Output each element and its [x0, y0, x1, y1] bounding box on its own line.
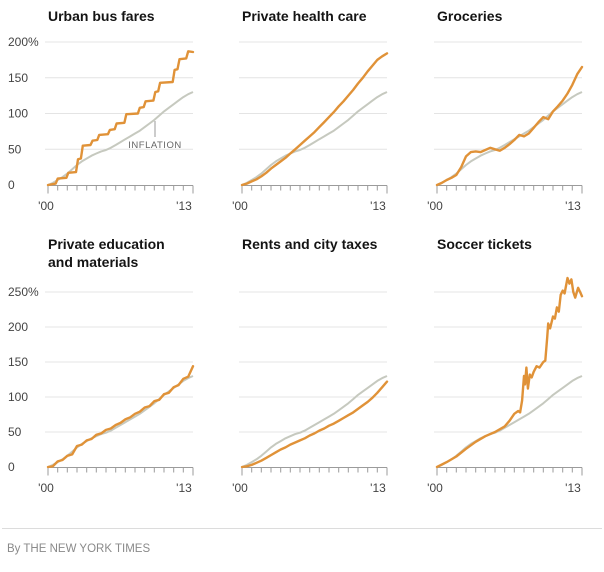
- category-line: [240, 380, 389, 469]
- footer-divider: [2, 528, 602, 529]
- chart-title-rents-city-taxes: Rents and city taxes: [242, 235, 377, 253]
- category-line: [240, 52, 389, 187]
- x-axis-label-end: '13: [565, 199, 581, 213]
- chart-title-line: Urban bus fares: [48, 8, 155, 24]
- chart-title-line: Rents and city taxes: [242, 236, 378, 252]
- y-axis-label: 200%: [8, 35, 39, 49]
- y-axis-label: 0: [8, 460, 15, 474]
- y-axis-label: 0: [8, 178, 15, 192]
- x-axis-label-start: '00: [232, 481, 248, 495]
- y-axis-label: 50: [8, 142, 22, 156]
- y-axis-label: 50: [8, 425, 22, 439]
- category-line: [46, 365, 195, 469]
- category-line: [435, 276, 584, 469]
- y-axis-label: 100: [8, 390, 28, 404]
- x-axis-label-end: '13: [370, 199, 386, 213]
- inflation-line: [47, 91, 194, 186]
- y-axis-label: 250%: [8, 285, 39, 299]
- chart-title-soccer-tickets: Soccer tickets: [437, 235, 532, 253]
- x-axis-label-start: '00: [38, 481, 54, 495]
- chart-title-groceries: Groceries: [437, 7, 502, 25]
- x-axis-label-start: '00: [232, 199, 248, 213]
- chart-title-private-education: Private education and materials: [48, 235, 165, 271]
- chart-title-line: Private health care: [242, 8, 367, 24]
- chart-title-private-health-care: Private health care: [242, 7, 367, 25]
- chart-title-line: Groceries: [437, 8, 503, 24]
- y-axis-label: 200: [8, 320, 28, 334]
- chart-title-urban-bus-fares: Urban bus fares: [48, 7, 155, 25]
- chart-title-line: Private education: [48, 236, 165, 252]
- y-axis-label: 150: [8, 355, 28, 369]
- x-axis-label-start: '00: [427, 199, 443, 213]
- x-axis-label-end: '13: [176, 481, 192, 495]
- category-line: [46, 50, 195, 187]
- x-axis-label-end: '13: [565, 481, 581, 495]
- inflation-line: [241, 91, 388, 186]
- chart-title-line: Soccer tickets: [437, 236, 532, 252]
- x-axis-label-start: '00: [38, 199, 54, 213]
- category-line: [435, 65, 584, 187]
- y-axis-label: 150: [8, 71, 28, 85]
- x-axis-label-end: '13: [176, 199, 192, 213]
- y-axis-label: 100: [8, 107, 28, 121]
- x-axis-label-start: '00: [427, 481, 443, 495]
- inflation-line: [241, 375, 388, 468]
- inflation-callout-label: INFLATION: [128, 140, 181, 151]
- x-axis-label-end: '13: [370, 481, 386, 495]
- chart-title-line: and materials: [48, 254, 139, 270]
- byline-credit: By THE NEW YORK TIMES: [7, 543, 151, 555]
